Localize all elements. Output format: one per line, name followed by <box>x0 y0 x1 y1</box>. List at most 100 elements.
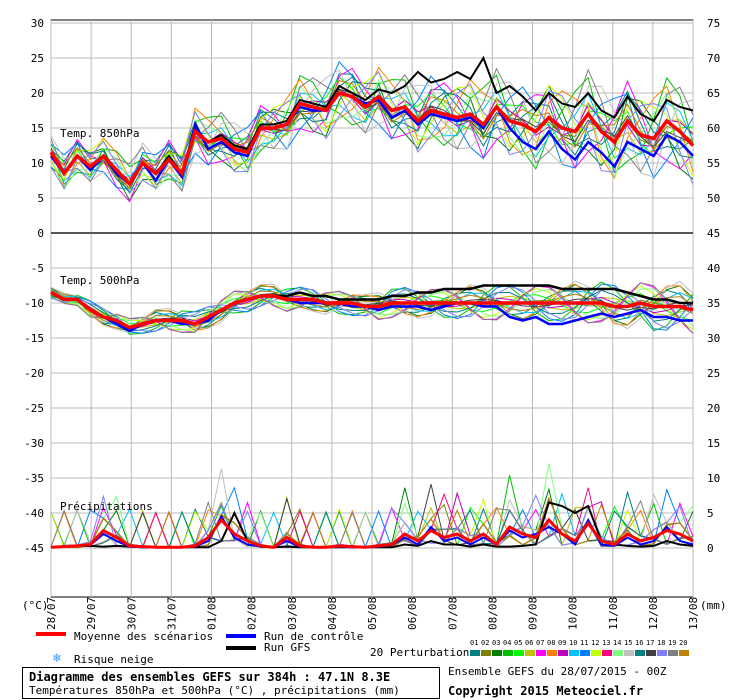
perturbation-number: 01 <box>470 639 479 647</box>
perturbation-number: 19 <box>668 639 677 647</box>
right-tick-label: 25 <box>707 367 720 380</box>
main-lines <box>49 55 695 549</box>
perturbation-swatch <box>657 650 667 656</box>
mean-850-line <box>49 91 695 187</box>
info-box: Diagramme des ensembles GEFS sur 384h : … <box>22 667 440 699</box>
perturbation-number: 03 <box>492 639 501 647</box>
right-tick-label: 35 <box>707 297 720 310</box>
perturbation-swatch <box>591 650 601 656</box>
perturbation-850-line <box>50 67 694 203</box>
legend-mean-label: Moyenne des scénarios <box>74 630 214 643</box>
left-tick-label: 25 <box>31 52 44 65</box>
left-tick-label: -10 <box>24 297 44 310</box>
perturbation-number: 18 <box>657 639 666 647</box>
left-tick-label: -15 <box>24 332 44 345</box>
perturbation-number: 15 <box>624 639 633 647</box>
right-tick-label: 70 <box>707 52 720 65</box>
perturbation-number: 02 <box>481 639 490 647</box>
legend-gfs-swatch <box>226 646 256 650</box>
right-tick-label: 50 <box>707 192 720 205</box>
perturbation-swatch <box>547 650 557 656</box>
x-tick-label: 28/07 <box>45 597 58 630</box>
x-tick-label: 29/07 <box>85 597 98 630</box>
left-axis-ticks: 30 25 20 15 10 5 0 -5 -10 -15 -20 -25 -30 -35 -40 -45 <box>24 17 44 555</box>
x-tick-label: 13/08 <box>687 597 700 630</box>
left-tick-label: 30 <box>31 17 44 30</box>
footer-title: Diagramme des ensembles GEFS sur 384h : … <box>29 670 391 684</box>
x-tick-label: 03/08 <box>286 597 299 630</box>
legend-mean-swatch <box>36 632 66 636</box>
left-tick-label: 5 <box>37 192 44 205</box>
perturbation-500-line <box>50 289 694 330</box>
right-tick-label: 15 <box>707 437 720 450</box>
perturbation-number: 14 <box>613 639 622 647</box>
right-tick-label: 40 <box>707 262 720 275</box>
perturbation-number: 17 <box>646 639 655 647</box>
panel-label-500: Temp. 500hPa <box>60 274 139 287</box>
perturbation-number: 06 <box>525 639 534 647</box>
perturbation-number: 07 <box>536 639 545 647</box>
right-tick-label: 30 <box>707 332 720 345</box>
right-tick-label: 65 <box>707 87 720 100</box>
x-tick-label: 08/08 <box>486 597 499 630</box>
x-tick-label: 11/08 <box>607 597 620 630</box>
x-tick-label: 09/08 <box>527 597 540 630</box>
perturbation-swatch <box>679 650 689 656</box>
perturbation-number: 11 <box>580 639 589 647</box>
perturbation-swatch <box>470 650 480 656</box>
x-tick-label: 06/08 <box>406 597 419 630</box>
left-tick-label: 20 <box>31 87 44 100</box>
perturbation-swatch <box>569 650 579 656</box>
perturbation-swatch <box>481 650 491 656</box>
left-tick-label: -45 <box>24 542 44 555</box>
left-tick-label: -35 <box>24 472 44 485</box>
x-tick-label: 04/08 <box>326 597 339 630</box>
perturbation-swatch <box>525 650 535 656</box>
legend-gfs-label: Run GFS <box>264 641 311 654</box>
legend-snow-label: Risque neige <box>74 653 154 666</box>
perturbation-number: 08 <box>547 639 556 647</box>
perturbation-swatch <box>514 650 524 656</box>
left-tick-label: -20 <box>24 367 44 380</box>
legend-perturbations-label: 20 Perturbations <box>370 646 476 659</box>
perturbation-swatch <box>536 650 546 656</box>
perturbation-number: 10 <box>569 639 578 647</box>
perturbation-swatch <box>580 650 590 656</box>
panel-label-850: Temp. 850hPa <box>60 127 139 140</box>
right-tick-label: 20 <box>707 402 720 415</box>
perturbation-850-line <box>50 76 694 195</box>
x-tick-label: 10/08 <box>567 597 580 630</box>
right-unit-label: (mm) <box>700 599 727 612</box>
panel-label-precip: Précipitations <box>60 500 153 513</box>
x-tick-label: 05/08 <box>366 597 379 630</box>
perturbation-swatch <box>602 650 612 656</box>
run-label: Ensemble GEFS du 28/07/2015 - 00Z <box>448 665 667 678</box>
legend-control-swatch <box>226 634 256 638</box>
perturbation-number: 20 <box>679 639 688 647</box>
perturbation-850-line <box>50 70 694 194</box>
perturbation-swatch <box>635 650 645 656</box>
x-tick-label: 07/08 <box>446 597 459 630</box>
right-tick-label: 75 <box>707 17 720 30</box>
right-tick-label: 10 <box>707 472 720 485</box>
x-tick-label: 31/07 <box>165 597 178 630</box>
left-tick-label: -5 <box>31 262 44 275</box>
perturbation-number: 13 <box>602 639 611 647</box>
legend-control-label: Run de contrôle <box>264 630 364 643</box>
mean-500-line <box>50 290 694 330</box>
left-unit-label: (°C) <box>22 599 49 612</box>
perturbation-number: 05 <box>514 639 523 647</box>
x-tick-label: 01/08 <box>206 597 219 630</box>
perturbation-number: 04 <box>503 639 512 647</box>
perturbation-500-line <box>50 280 694 334</box>
right-tick-label: 5 <box>707 507 714 520</box>
copyright-label: Copyright 2015 Meteociel.fr <box>448 684 644 698</box>
perturbation-swatch <box>613 650 623 656</box>
left-tick-label: 10 <box>31 157 44 170</box>
x-tick-label: 12/08 <box>647 597 660 630</box>
perturbation-swatch <box>624 650 634 656</box>
left-tick-label: -30 <box>24 437 44 450</box>
left-tick-label: 0 <box>37 227 44 240</box>
